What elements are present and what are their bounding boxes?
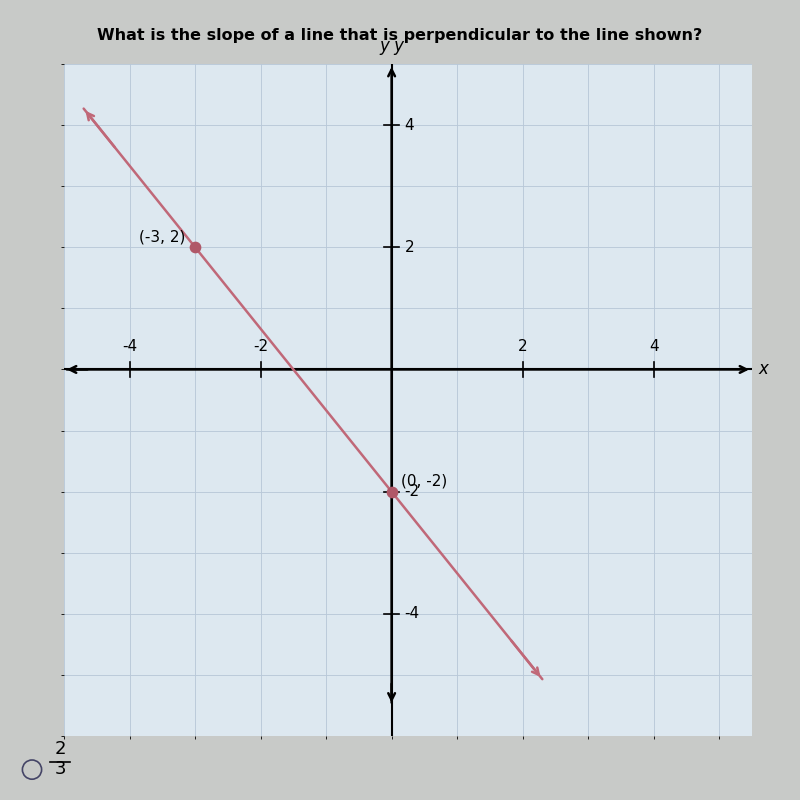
Text: 2: 2 [54,741,66,758]
Point [386,486,398,498]
Text: -4: -4 [122,339,137,354]
Text: (0, -2): (0, -2) [402,474,448,489]
Text: x: x [758,361,769,378]
Text: (-3, 2): (-3, 2) [139,230,186,244]
Text: y y: y y [379,37,404,55]
Text: -2: -2 [253,339,268,354]
Text: What is the slope of a line that is perpendicular to the line shown?: What is the slope of a line that is perp… [98,28,702,43]
Point [189,241,202,254]
Text: -4: -4 [405,606,420,622]
Text: 2: 2 [405,240,414,254]
Text: 3: 3 [54,760,66,778]
Text: 4: 4 [405,118,414,133]
Text: 2: 2 [518,339,527,354]
Text: 4: 4 [649,339,658,354]
Text: -2: -2 [405,484,420,499]
